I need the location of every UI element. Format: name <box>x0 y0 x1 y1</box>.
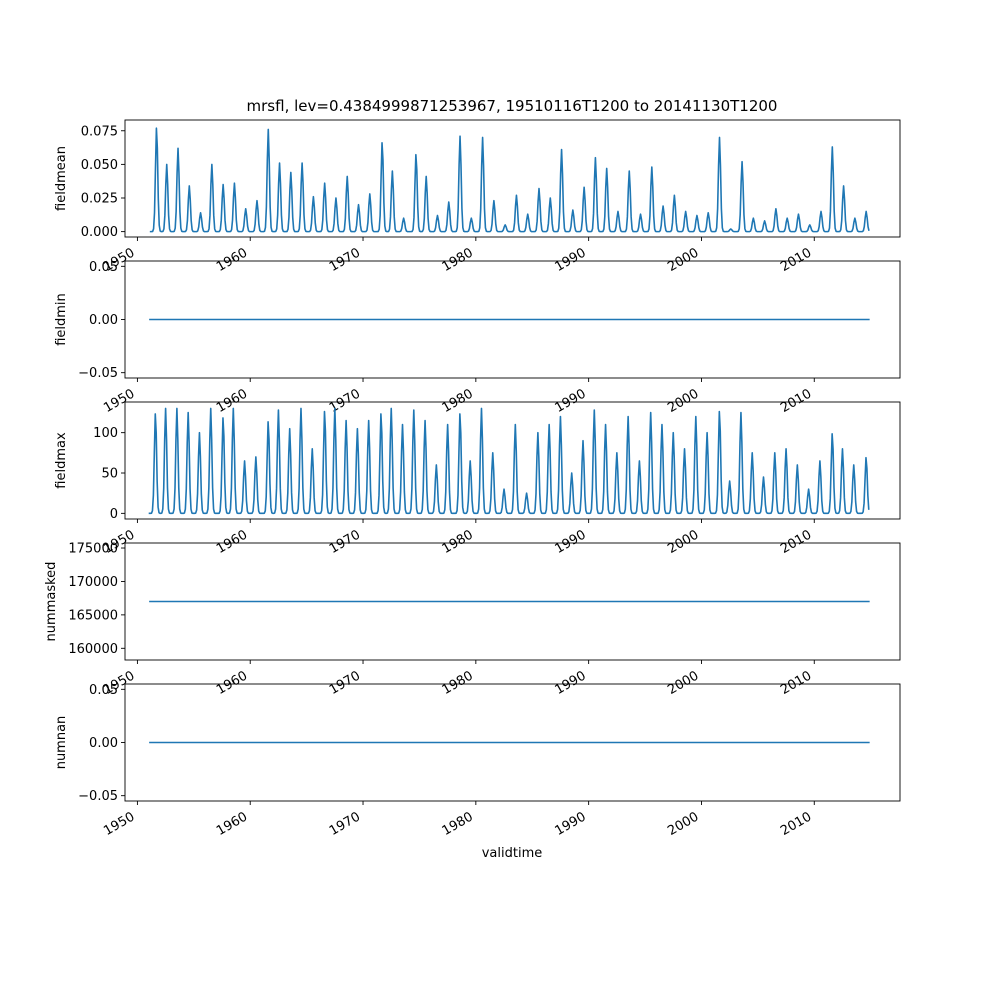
x-tick-label: 1950 <box>101 809 137 839</box>
x-tick-label: 2010 <box>778 527 814 557</box>
x-axis-label: validtime <box>482 846 543 861</box>
x-tick-label: 1970 <box>327 809 363 839</box>
x-tick-label: 1980 <box>440 245 476 275</box>
subplot-fieldmin: −0.05 0.00 0.05 1950 1960 1970 1980 1990 2000 201… <box>54 260 901 416</box>
y-tick-label: 0 <box>110 507 118 522</box>
y-tick-label: −0.05 <box>78 789 118 804</box>
x-tick-label: 1960 <box>214 668 250 698</box>
x-tick-label: 2010 <box>778 809 814 839</box>
y-tick-label: 170000 <box>68 575 118 590</box>
y-tick-label: 0.05 <box>89 683 118 698</box>
y-tick-label: −0.05 <box>78 366 118 381</box>
x-tick-label: 2000 <box>665 386 701 416</box>
x-tick-label: 1950 <box>101 386 137 416</box>
x-tick-label: 2000 <box>665 668 701 698</box>
figure-title: mrsfl, lev=0.4384999871253967, 19510116T… <box>247 97 778 115</box>
y-tick-label: 50 <box>101 467 118 482</box>
x-tick-label: 2010 <box>778 386 814 416</box>
y-axis-label: numnan <box>54 716 69 770</box>
y-tick-label: 165000 <box>68 608 118 623</box>
x-tick-label: 1970 <box>327 386 363 416</box>
y-tick-label: 160000 <box>68 642 118 657</box>
x-tick-label: 2000 <box>665 527 701 557</box>
x-tick-label: 1990 <box>552 668 588 698</box>
x-tick-label: 1960 <box>214 245 250 275</box>
y-tick-label: 0.075 <box>81 124 118 139</box>
x-tick-label: 2010 <box>778 668 814 698</box>
y-tick-label: 175000 <box>68 542 118 557</box>
y-tick-label: 0.00 <box>89 313 118 328</box>
x-tick-label: 1960 <box>214 386 250 416</box>
axes-frame <box>124 119 901 238</box>
y-axis-label: nummasked <box>44 562 59 642</box>
subplot-numnan: −0.05 0.00 0.05 1950 1960 1970 1980 1990 2000 201… <box>54 683 901 839</box>
x-tick-label: 1990 <box>552 809 588 839</box>
series-line-fieldmean <box>149 127 870 233</box>
y-tick-label: 100 <box>93 426 118 441</box>
x-tick-label: 2010 <box>778 245 814 275</box>
y-axis-label: fieldmean <box>54 146 69 211</box>
x-tick-label: 1990 <box>552 386 588 416</box>
y-tick-label: 0.05 <box>89 260 118 275</box>
x-tick-label: 1960 <box>214 809 250 839</box>
axes-frame <box>124 542 901 661</box>
x-tick-label: 1980 <box>440 386 476 416</box>
x-tick-label: 1980 <box>440 527 476 557</box>
y-tick-label: 0.00 <box>89 736 118 751</box>
y-axis-label: fieldmax <box>54 432 69 489</box>
y-tick-label: 0.025 <box>81 192 118 207</box>
y-axis-label: fieldmin <box>54 293 69 346</box>
x-tick-label: 1980 <box>440 668 476 698</box>
x-tick-label: 1990 <box>552 245 588 275</box>
x-tick-label: 1990 <box>552 527 588 557</box>
x-tick-label: 1980 <box>440 809 476 839</box>
x-tick-label: 2000 <box>665 245 701 275</box>
axes-frame <box>124 401 901 520</box>
x-tick-label: 1970 <box>327 527 363 557</box>
series-line-fieldmax <box>148 407 870 515</box>
y-tick-label: 0.000 <box>81 225 118 240</box>
y-tick-label: 0.050 <box>81 158 118 173</box>
x-tick-label: 2000 <box>665 809 701 839</box>
x-tick-label: 1970 <box>327 245 363 275</box>
x-tick-label: 1970 <box>327 668 363 698</box>
x-tick-label: 1960 <box>214 527 250 557</box>
